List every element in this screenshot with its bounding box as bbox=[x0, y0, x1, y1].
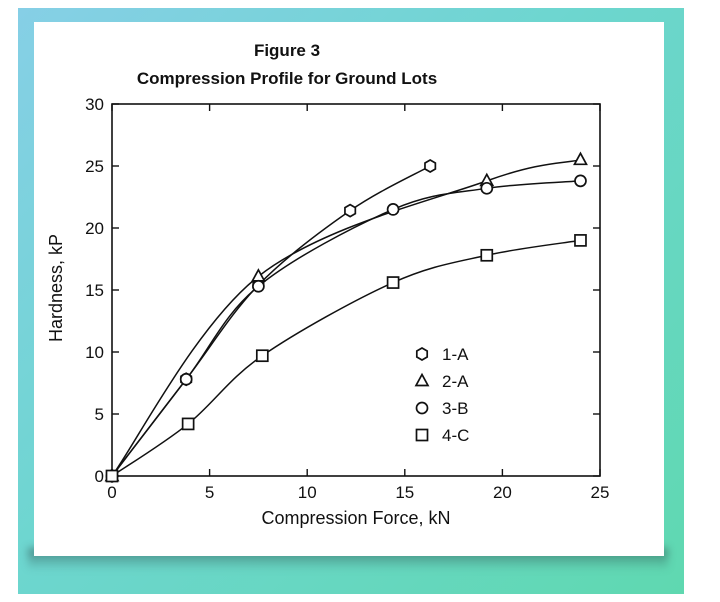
x-tick-label: 5 bbox=[205, 483, 214, 502]
data-point-3-B bbox=[574, 174, 587, 188]
data-point-2-A bbox=[573, 151, 588, 166]
y-tick-label: 5 bbox=[95, 405, 104, 424]
legend-label-4-C: 4-C bbox=[442, 426, 469, 445]
x-tick-label: 0 bbox=[107, 483, 116, 502]
data-point-1-A bbox=[424, 159, 437, 173]
x-tick-label: 15 bbox=[395, 483, 414, 502]
data-point-4-C bbox=[255, 349, 269, 363]
series-line-1-A bbox=[111, 165, 431, 477]
data-point-1-A bbox=[344, 203, 357, 218]
y-tick-label: 10 bbox=[85, 343, 104, 362]
x-tick-label: 25 bbox=[591, 483, 610, 502]
legend-label-3-B: 3-B bbox=[442, 399, 468, 418]
data-point-3-B bbox=[252, 279, 265, 293]
legend-marker-1-A bbox=[415, 347, 429, 361]
data-point-4-C bbox=[480, 248, 494, 262]
legend-label-2-A: 2-A bbox=[442, 372, 469, 391]
data-point-4-C bbox=[574, 234, 587, 247]
y-tick-label: 20 bbox=[85, 219, 104, 238]
data-point-3-B bbox=[480, 181, 494, 195]
chart-title: Figure 3 bbox=[254, 41, 320, 60]
plot-area: 0 5 10 15 20 25 0 5 10 15 20 25 30 1-A 2-A 3-B 4-C bbox=[85, 95, 609, 502]
y-tick-label: 15 bbox=[85, 281, 104, 300]
x-tick-label: 20 bbox=[493, 483, 512, 502]
y-tick-label: 30 bbox=[85, 95, 104, 114]
legend-marker-4-C bbox=[415, 428, 429, 442]
y-axis-label: Hardness, kP bbox=[46, 234, 66, 342]
x-axis-label: Compression Force, kN bbox=[261, 508, 450, 528]
data-point-4-C bbox=[181, 417, 195, 431]
data-point-4-C bbox=[105, 469, 119, 483]
series-line-2-A bbox=[111, 159, 581, 477]
legend-marker-2-A bbox=[414, 372, 430, 387]
y-tick-label: 0 bbox=[95, 467, 104, 486]
data-point-2-A bbox=[250, 268, 266, 282]
y-tick-label: 25 bbox=[85, 157, 104, 176]
x-tick-label: 10 bbox=[298, 483, 317, 502]
series-line-3-B bbox=[111, 180, 581, 477]
data-point-4-C bbox=[386, 276, 400, 289]
data-point-3-B bbox=[179, 372, 193, 386]
legend-label-1-A: 1-A bbox=[442, 345, 469, 364]
data-point-3-B bbox=[386, 203, 400, 216]
chart-subtitle: Compression Profile for Ground Lots bbox=[137, 69, 437, 88]
legend-marker-3-B bbox=[415, 401, 429, 415]
chart-card bbox=[34, 22, 664, 556]
series-line-4-C bbox=[111, 239, 581, 477]
